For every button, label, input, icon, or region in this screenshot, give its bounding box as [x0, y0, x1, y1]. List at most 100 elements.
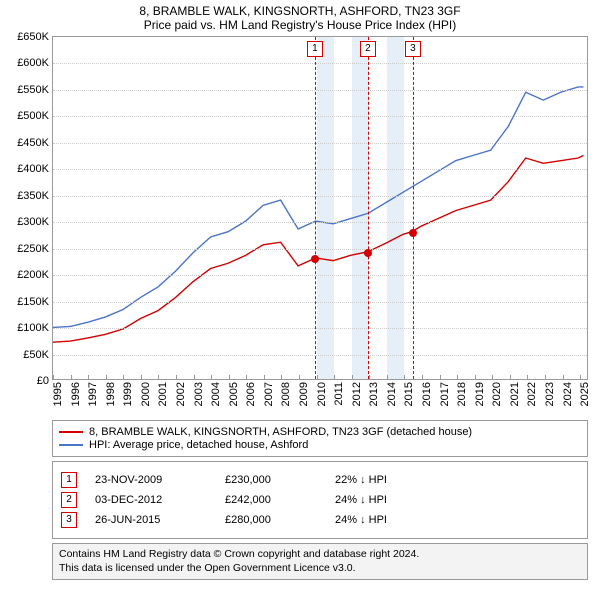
y-axis-label: £650K [17, 31, 53, 43]
chart-subtitle: Price paid vs. HM Land Registry's House … [0, 18, 600, 36]
chart-container: 8, BRAMBLE WALK, KINGSNORTH, ASHFORD, TN… [0, 0, 600, 590]
event-row: 1 23-NOV-2009£230,00022% ↓ HPI [61, 472, 579, 488]
x-axis-label: 2018 [456, 382, 468, 406]
event-point [311, 255, 319, 263]
event-diff: 22% ↓ HPI [335, 474, 387, 486]
y-axis-label: £350K [17, 190, 53, 202]
x-axis-label: 2006 [245, 382, 257, 406]
event-price: £280,000 [225, 514, 335, 526]
gridline [53, 90, 587, 91]
legend-row: 8, BRAMBLE WALK, KINGSNORTH, ASHFORD, TN… [59, 426, 581, 438]
y-axis-label: £250K [17, 243, 53, 255]
x-tick [352, 375, 353, 379]
x-tick [246, 375, 247, 379]
x-tick [317, 375, 318, 379]
x-tick [229, 375, 230, 379]
footer-line-2: This data is licensed under the Open Gov… [59, 562, 581, 576]
event-number-box: 1 [61, 472, 77, 488]
event-point [364, 249, 372, 257]
chart-area: £0£50K£100K£150K£200K£250K£300K£350K£400… [52, 36, 588, 416]
x-axis-label: 2022 [526, 382, 538, 406]
gridline [53, 302, 587, 303]
x-axis-label: 2016 [421, 382, 433, 406]
event-vline [413, 37, 414, 379]
x-axis-label: 2007 [263, 382, 275, 406]
x-tick [457, 375, 458, 379]
y-axis-label: £50K [23, 349, 53, 361]
event-date: 03-DEC-2012 [95, 494, 225, 506]
x-axis-label: 2012 [351, 382, 363, 406]
y-axis-label: £400K [17, 163, 53, 175]
event-diff: 24% ↓ HPI [335, 494, 387, 506]
x-axis-label: 2001 [157, 382, 169, 406]
gridline [53, 116, 587, 117]
x-axis-label: 2015 [403, 382, 415, 406]
legend-label: 8, BRAMBLE WALK, KINGSNORTH, ASHFORD, TN… [89, 426, 472, 438]
x-axis-label: 2000 [140, 382, 152, 406]
y-axis-label: £300K [17, 216, 53, 228]
gridline [53, 143, 587, 144]
x-axis-label: 2010 [316, 382, 328, 406]
y-axis-label: £0 [37, 375, 53, 387]
x-tick [422, 375, 423, 379]
gridline [53, 222, 587, 223]
x-tick [194, 375, 195, 379]
x-tick [580, 375, 581, 379]
x-tick [299, 375, 300, 379]
y-axis-label: £600K [17, 57, 53, 69]
x-tick [88, 375, 89, 379]
legend: 8, BRAMBLE WALK, KINGSNORTH, ASHFORD, TN… [52, 420, 588, 457]
gridline [53, 169, 587, 170]
event-point [409, 229, 417, 237]
event-row: 203-DEC-2012£242,00024% ↓ HPI [61, 492, 579, 508]
x-axis-label: 2021 [509, 382, 521, 406]
x-tick [334, 375, 335, 379]
event-date: 26-JUN-2015 [95, 514, 225, 526]
event-vline [368, 37, 369, 379]
chart-title: 8, BRAMBLE WALK, KINGSNORTH, ASHFORD, TN… [0, 0, 600, 18]
x-tick [492, 375, 493, 379]
x-axis-label: 2020 [491, 382, 503, 406]
x-axis-label: 2009 [298, 382, 310, 406]
series-line-hpi [53, 87, 583, 327]
x-axis-labels: 1995199619971998199920002001200220032004… [52, 380, 588, 416]
x-tick [123, 375, 124, 379]
x-tick [440, 375, 441, 379]
x-tick [264, 375, 265, 379]
y-axis-label: £500K [17, 110, 53, 122]
event-marker-box: 1 [307, 41, 323, 57]
gridline [53, 196, 587, 197]
footer-attribution: Contains HM Land Registry data © Crown c… [52, 543, 588, 580]
legend-swatch [59, 431, 83, 433]
x-tick [176, 375, 177, 379]
plot-region: £0£50K£100K£150K£200K£250K£300K£350K£400… [52, 36, 588, 380]
x-axis-label: 2014 [386, 382, 398, 406]
x-axis-label: 2024 [562, 382, 574, 406]
event-price: £230,000 [225, 474, 335, 486]
y-axis-label: £450K [17, 137, 53, 149]
x-tick [545, 375, 546, 379]
footer-line-1: Contains HM Land Registry data © Crown c… [59, 548, 581, 562]
x-tick [387, 375, 388, 379]
x-tick [53, 375, 54, 379]
event-marker-box: 3 [405, 41, 421, 57]
x-tick [106, 375, 107, 379]
events-panel: 1 23-NOV-2009£230,00022% ↓ HPI 203-DEC-201… [52, 461, 588, 539]
x-axis-label: 2023 [544, 382, 556, 406]
x-axis-label: 2019 [474, 382, 486, 406]
gridline [53, 275, 587, 276]
event-diff: 24% ↓ HPI [335, 514, 387, 526]
x-axis-label: 1997 [87, 382, 99, 406]
x-tick [281, 375, 282, 379]
event-date: 23-NOV-2009 [95, 474, 225, 486]
legend-label: HPI: Average price, detached house, Ashf… [89, 439, 308, 451]
x-tick [158, 375, 159, 379]
gridline [53, 249, 587, 250]
legend-swatch [59, 444, 83, 446]
x-tick [71, 375, 72, 379]
x-tick [369, 375, 370, 379]
event-row: 326-JUN-2015£280,00024% ↓ HPI [61, 512, 579, 528]
gridline [53, 355, 587, 356]
x-axis-label: 2008 [280, 382, 292, 406]
x-tick [404, 375, 405, 379]
